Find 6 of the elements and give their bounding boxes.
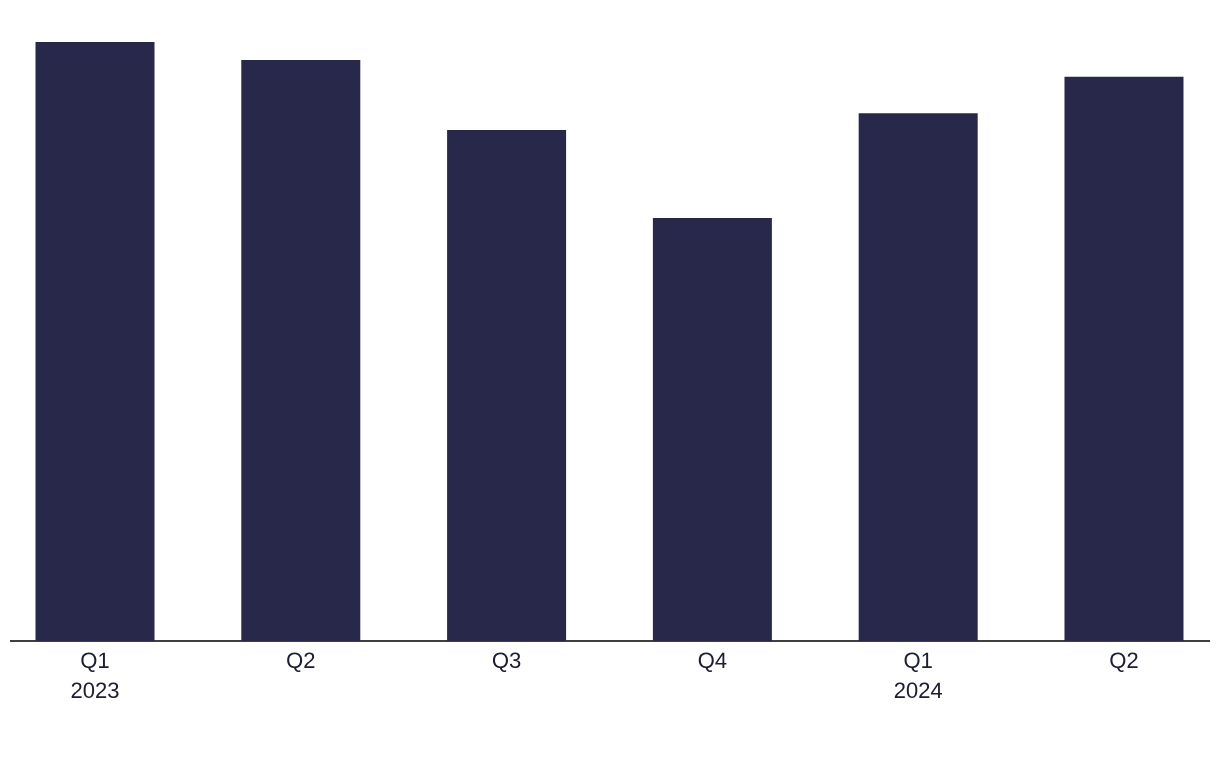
x-tick-label: Q1 2024 <box>894 652 942 699</box>
x-tick-label: Q4 <box>698 652 727 673</box>
x-tick-label: Q2 <box>1110 652 1138 673</box>
x-tick-label: Q1 2023 <box>71 652 119 699</box>
x-tick-label: Q3 <box>492 652 521 673</box>
x-tick-label: Q2 <box>287 652 315 673</box>
